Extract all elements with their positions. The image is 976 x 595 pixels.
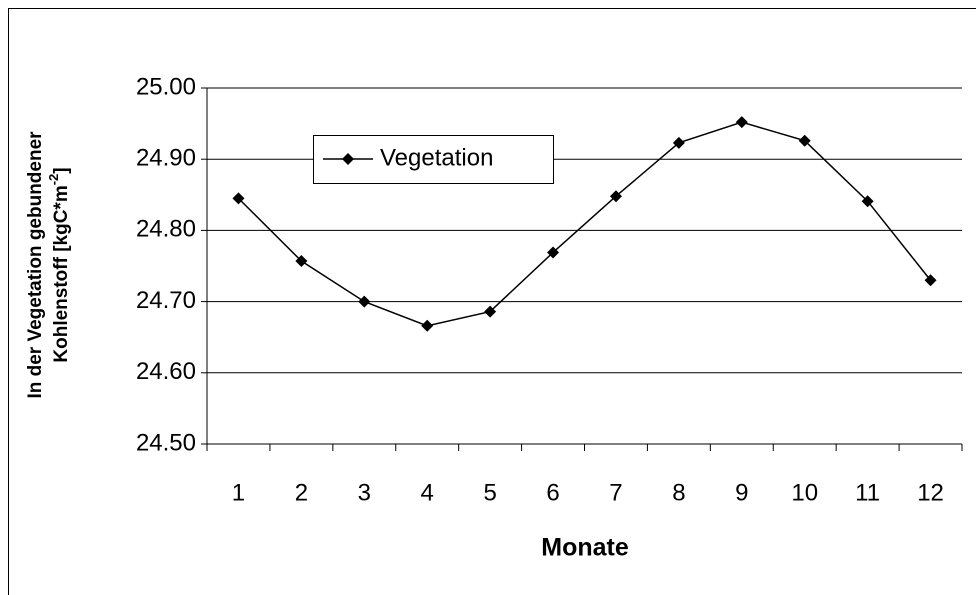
y-axis-label: In der Vegetation gebundener — [25, 131, 46, 399]
data-point — [924, 274, 937, 287]
x-tick-label: 10 — [791, 479, 818, 506]
y-axis-label-sup: -2 — [46, 174, 61, 186]
x-tick-label: 6 — [546, 479, 559, 506]
y-tick-label: 24.50 — [136, 429, 196, 456]
y-tick-label: 24.90 — [136, 145, 196, 172]
x-tick-label: 5 — [483, 479, 496, 506]
x-tick-label: 9 — [735, 479, 748, 506]
data-point — [547, 246, 560, 259]
x-tick-label: 2 — [295, 479, 308, 506]
x-tick-label: 3 — [358, 479, 371, 506]
data-point — [798, 134, 811, 147]
data-point — [484, 305, 497, 318]
x-tick-label: 4 — [421, 479, 434, 506]
y-axis-label-part: Kohlenstoff [kgC*m — [51, 185, 72, 362]
data-point — [232, 192, 245, 205]
data-point — [861, 195, 874, 208]
y-tick-label: 24.60 — [136, 358, 196, 385]
y-tick-label: 25.00 — [136, 73, 196, 100]
x-tick-label: 8 — [672, 479, 685, 506]
legend-label: Vegetation — [380, 144, 493, 171]
data-point — [672, 136, 685, 149]
data-line — [237, 121, 932, 327]
x-tick-label: 1 — [232, 479, 245, 506]
y-tick-label: 24.80 — [136, 216, 196, 243]
data-point — [609, 190, 622, 203]
x-tick-label: 11 — [855, 479, 880, 506]
x-tick-label: 12 — [917, 479, 944, 506]
x-tick-label: 7 — [609, 479, 622, 506]
y-tick-label: 24.70 — [136, 287, 196, 314]
data-point — [358, 295, 371, 308]
y-axis-label: Kohlenstoff [kgC*m-2] — [46, 167, 72, 362]
x-axis-label: Monate — [541, 534, 629, 562]
data-point — [735, 116, 748, 129]
y-axis-label-part: ] — [51, 167, 72, 173]
legend-marker — [342, 153, 354, 165]
data-point — [421, 319, 434, 332]
data-point — [295, 255, 308, 268]
